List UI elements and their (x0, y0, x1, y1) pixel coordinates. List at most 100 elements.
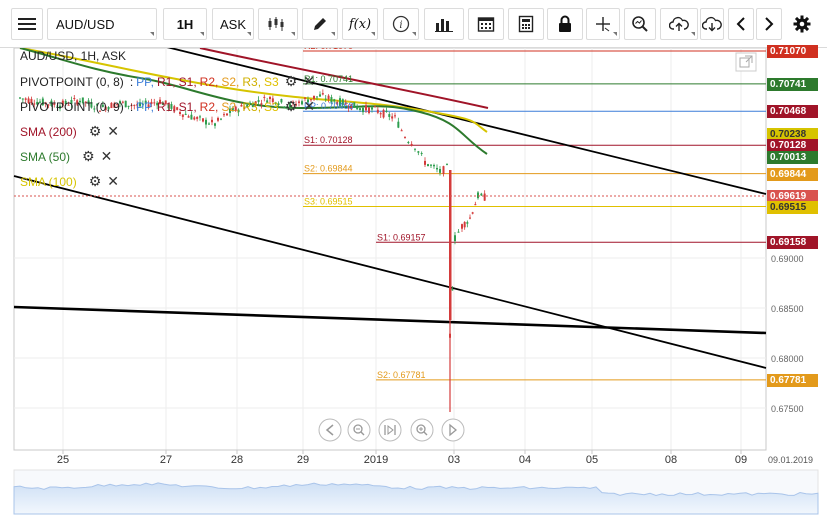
legend-pivot-9[interactable]: PIVOTPOINT (0, 9) : PP, R1, S1, R2, S2, … (20, 98, 315, 115)
trend-lines (13, 48, 767, 369)
legend-sma-100[interactable]: SMA (100) ⚙ ✕ (20, 173, 119, 190)
calculator-button[interactable] (508, 8, 544, 40)
zoom-out-icon (353, 424, 365, 436)
candle-body (469, 217, 471, 219)
candle-body (286, 106, 289, 108)
candle-body (110, 102, 113, 109)
scroll-left-button[interactable] (728, 8, 754, 40)
price-tag: 0.69158 (767, 236, 818, 250)
upload-button[interactable] (660, 8, 698, 40)
candle-body (371, 107, 373, 110)
candle-body (176, 107, 179, 110)
grid-lines (14, 48, 766, 450)
candle-body (130, 105, 133, 107)
pivot-8-name: PIVOTPOINT (0, 8) (20, 74, 124, 89)
crosshair-button[interactable] (586, 8, 620, 40)
navigator-series (13, 482, 819, 515)
trend-line-horizontal[interactable] (13, 305, 767, 335)
legend-title-text: AUD/USD, 1H, ASK (20, 49, 127, 63)
maximize-button[interactable] (735, 52, 757, 72)
upload-icon (669, 16, 689, 31)
pivot-level-labels: R2: 0.71070 R1: 0.70741 PP: 0.70468 S1: 0.7… (304, 48, 426, 380)
level-label: R2: 0.71070 (304, 48, 353, 51)
chart-area[interactable]: R2: 0.71070 R1: 0.70741 PP: 0.70468 S1: 0.7… (0, 45, 827, 520)
candle-body (170, 104, 173, 109)
close-icon[interactable]: ✕ (303, 73, 316, 89)
candle-body (283, 106, 286, 108)
reset-button[interactable] (378, 418, 402, 442)
close-icon[interactable]: ✕ (303, 98, 316, 114)
timeframe-selector[interactable]: 1H (163, 8, 207, 40)
candle-body (368, 107, 370, 114)
x-tick-label: 29 (297, 454, 309, 466)
indicators-button[interactable]: f(x) (342, 8, 378, 40)
gear-icon[interactable]: ⚙ (88, 173, 102, 189)
candle-body (310, 99, 312, 101)
svg-text:i: i (399, 20, 402, 31)
trend-line-lower[interactable] (13, 175, 767, 369)
calculator-icon (518, 15, 534, 33)
candle-body (350, 104, 353, 110)
candle-body (280, 99, 283, 103)
gear-icon[interactable]: ⚙ (82, 148, 95, 164)
pivot-9-sep: : (129, 99, 134, 114)
settings-button[interactable] (788, 8, 816, 40)
pivot-8-r2: R2, (199, 74, 219, 89)
candle-body (237, 109, 240, 113)
candle-body (388, 114, 391, 117)
chevron-right-icon (765, 17, 774, 31)
candle-body (260, 103, 263, 105)
candle-body (397, 121, 400, 128)
lock-button[interactable] (547, 8, 583, 40)
scroll-right-button[interactable] (756, 8, 782, 40)
candle-body (214, 123, 216, 126)
trend-line-upper[interactable] (138, 48, 767, 195)
symbol-selector[interactable]: AUD/USD (47, 8, 157, 40)
candle-body (196, 116, 199, 119)
candle-body (382, 109, 385, 118)
candle-body (404, 137, 406, 139)
sma-50-label: SMA (50) (20, 149, 71, 164)
candle-body (67, 104, 70, 106)
zoom-out-button[interactable] (347, 418, 371, 442)
calendar-button[interactable] (468, 8, 504, 40)
candle-body (56, 106, 59, 108)
candle-body (33, 103, 36, 105)
fit-icon (384, 424, 396, 436)
candle-body (433, 165, 435, 167)
info-button[interactable]: i (383, 8, 419, 40)
candle-body (385, 110, 388, 112)
zoom-icon (632, 16, 648, 32)
legend-sma-200[interactable]: SMA (200) ⚙ ✕ (20, 123, 119, 140)
download-button[interactable] (700, 8, 724, 40)
step-forward-button[interactable] (441, 418, 465, 442)
close-icon[interactable]: ✕ (107, 173, 119, 189)
pivot-8-r3: R3, (242, 74, 262, 89)
zoom-in-button[interactable] (410, 418, 434, 442)
candle-body (101, 104, 104, 107)
step-back-button[interactable] (318, 418, 342, 442)
pivot-9-r2: R2, (199, 99, 219, 114)
chart-type-button[interactable] (258, 8, 298, 40)
price-side-selector[interactable]: ASK (212, 8, 254, 40)
gear-icon[interactable]: ⚙ (88, 123, 102, 139)
gear-icon[interactable]: ⚙ (284, 98, 298, 114)
candle-body (150, 101, 153, 105)
drawing-tools-button[interactable] (302, 8, 338, 40)
candle-body (339, 98, 341, 106)
price-chart[interactable]: R2: 0.71070 R1: 0.70741 PP: 0.70468 S1: 0.7… (0, 48, 827, 520)
gear-icon[interactable]: ⚙ (284, 73, 298, 89)
close-icon[interactable]: ✕ (100, 148, 113, 164)
level-label: R1: 0.70741 (304, 74, 353, 84)
menu-button[interactable] (11, 8, 43, 40)
pencil-icon (314, 18, 326, 30)
legend-sma-50[interactable]: SMA (50) ⚙ ✕ (20, 148, 112, 165)
candle-body (474, 204, 477, 206)
zoom-button[interactable] (624, 8, 656, 40)
price-tag: 0.70238 (767, 128, 818, 142)
price-axis-ticks: 0.69000 0.68500 0.68000 0.67500 (771, 254, 804, 414)
volume-button[interactable] (424, 8, 464, 40)
close-icon[interactable]: ✕ (107, 123, 119, 139)
sma-200-line (199, 48, 489, 109)
legend-pivot-8[interactable]: PIVOTPOINT (0, 8) : PP, R1, S1, R2, S2, … (20, 73, 315, 90)
